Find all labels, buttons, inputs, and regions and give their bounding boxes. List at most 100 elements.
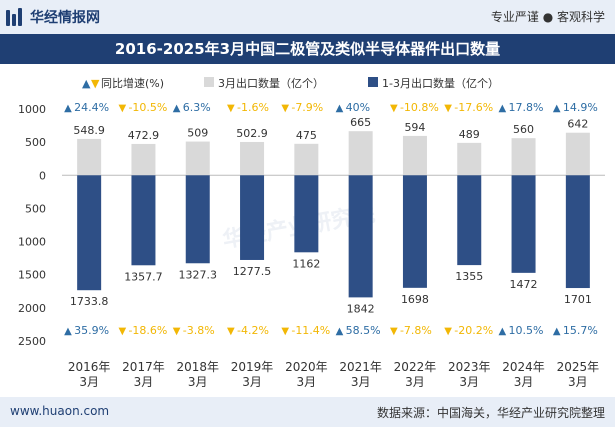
bar-march: [294, 143, 319, 176]
yoy-label-cumulative: -20.2%: [454, 324, 493, 337]
bar-cumulative: [457, 175, 482, 266]
yoy-label-cumulative: -18.6%: [128, 324, 167, 337]
yoy-down-icon: ▼: [444, 326, 452, 337]
bar-march: [457, 142, 482, 176]
data-label-cumulative: 1357.7: [124, 270, 163, 283]
data-label-march: 665: [350, 116, 371, 129]
yoy-up-icon: ▲: [553, 103, 561, 114]
yoy-up-icon: ▲: [64, 103, 72, 114]
bar-cumulative: [185, 175, 210, 264]
legend-swatch-cumulative: [368, 77, 378, 87]
yoy-down-icon: ▼: [118, 103, 126, 114]
yoy-label-cumulative: 35.9%: [74, 324, 109, 337]
yoy-down-icon: ▼: [281, 103, 289, 114]
bar-cumulative: [77, 175, 102, 291]
y-tick-label: 2000: [18, 302, 46, 315]
data-label-cumulative: 1355: [455, 270, 483, 283]
bar-cumulative: [294, 175, 319, 253]
x-tick-label: 3月: [514, 375, 534, 389]
top-bar: 华经情报网 专业严谨 ● 客观科学: [0, 0, 615, 34]
data-label-cumulative: 1162: [292, 257, 320, 270]
brand-name: 华经情报网: [30, 10, 100, 26]
data-label-cumulative: 1733.8: [70, 295, 109, 308]
data-label-cumulative: 1277.5: [233, 265, 272, 278]
yoy-label-cumulative: 58.5%: [346, 324, 381, 337]
yoy-label-cumulative: -11.4%: [291, 324, 330, 337]
yoy-down-icon: ▼: [390, 103, 398, 114]
yoy-down-icon: ▼: [118, 326, 126, 337]
site-url: www.huaon.com: [10, 404, 110, 418]
data-label-march: 472.9: [128, 129, 160, 142]
bar-cumulative: [240, 175, 265, 260]
bar-march: [565, 132, 590, 176]
yoy-up-icon: ▲: [499, 326, 507, 337]
yoy-label-march: -1.6%: [237, 101, 269, 114]
legend-label-march: 3月出口数量（亿个）: [218, 76, 324, 90]
data-label-march: 560: [513, 123, 534, 136]
yoy-label-march: 17.8%: [509, 101, 544, 114]
yoy-down-icon: ▼: [227, 103, 235, 114]
x-tick-label: 3月: [405, 375, 425, 389]
y-tick-label: 1500: [18, 269, 46, 282]
yoy-label-march: 24.4%: [74, 101, 109, 114]
yoy-label-cumulative: -3.8%: [183, 324, 215, 337]
bar-march: [348, 131, 373, 176]
bar-cumulative: [511, 175, 536, 273]
bar-cumulative: [402, 175, 427, 288]
data-label-march: 509: [187, 127, 208, 140]
bar-march: [77, 138, 102, 176]
legend-up-icon: ▲: [82, 77, 91, 90]
yoy-down-icon: ▼: [444, 103, 452, 114]
x-tick-label: 2018年: [176, 360, 219, 374]
data-label-march: 475: [296, 129, 317, 142]
bar-march: [185, 141, 210, 176]
yoy-label-cumulative: 10.5%: [509, 324, 544, 337]
x-tick-label: 2019年: [231, 360, 274, 374]
yoy-down-icon: ▼: [227, 326, 235, 337]
x-tick-label: 2022年: [394, 360, 437, 374]
yoy-label-march: -10.5%: [128, 101, 167, 114]
x-tick-label: 3月: [297, 375, 317, 389]
data-label-cumulative: 1701: [564, 293, 592, 306]
bar-march: [131, 143, 156, 176]
legend-swatch-march: [204, 77, 214, 87]
yoy-up-icon: ▲: [336, 326, 344, 337]
yoy-down-icon: ▼: [390, 326, 398, 337]
x-tick-label: 2016年: [68, 360, 111, 374]
x-tick-label: 3月: [79, 375, 99, 389]
legend-label-yoy: 同比增速(%): [101, 76, 164, 90]
bar-march: [240, 141, 265, 176]
legend-down-icon: ▼: [91, 77, 100, 90]
data-label-march: 502.9: [236, 127, 268, 140]
yoy-label-march: -10.8%: [400, 101, 439, 114]
x-tick-label: 2017年: [122, 360, 165, 374]
yoy-label-march: 6.3%: [183, 101, 211, 114]
x-tick-label: 3月: [242, 375, 262, 389]
x-tick-label: 3月: [568, 375, 588, 389]
yoy-up-icon: ▲: [336, 103, 344, 114]
bar-cumulative: [348, 175, 373, 298]
chart-title: 2016-2025年3月中国二极管及类似半导体器件出口数量: [0, 34, 615, 64]
logo-icon: [6, 8, 24, 26]
bar-cumulative: [131, 175, 156, 266]
y-tick-label: 1000: [18, 236, 46, 249]
data-label-march: 642: [567, 118, 588, 131]
data-label-march: 489: [459, 128, 480, 141]
data-label-cumulative: 1842: [347, 302, 375, 315]
tagline: 专业严谨 ● 客观科学: [490, 10, 605, 24]
bar-march: [402, 135, 427, 176]
y-tick-label: 2500: [18, 335, 46, 348]
x-tick-label: 3月: [134, 375, 154, 389]
yoy-up-icon: ▲: [553, 326, 561, 337]
yoy-up-icon: ▲: [499, 103, 507, 114]
chart-area: 华经产业研究院▲▼同比增速(%)3月出口数量（亿个）1-3月出口数量（亿个）10…: [18, 76, 605, 389]
logo: 华经情报网: [6, 6, 100, 28]
yoy-up-icon: ▲: [64, 326, 72, 337]
y-tick-label: 1000: [18, 103, 46, 116]
x-tick-label: 2025年: [557, 360, 600, 374]
bar-march: [511, 138, 536, 176]
yoy-down-icon: ▼: [173, 326, 181, 337]
data-label-cumulative: 1698: [401, 293, 429, 306]
yoy-label-march: 40%: [346, 101, 370, 114]
yoy-label-cumulative: -7.8%: [400, 324, 432, 337]
